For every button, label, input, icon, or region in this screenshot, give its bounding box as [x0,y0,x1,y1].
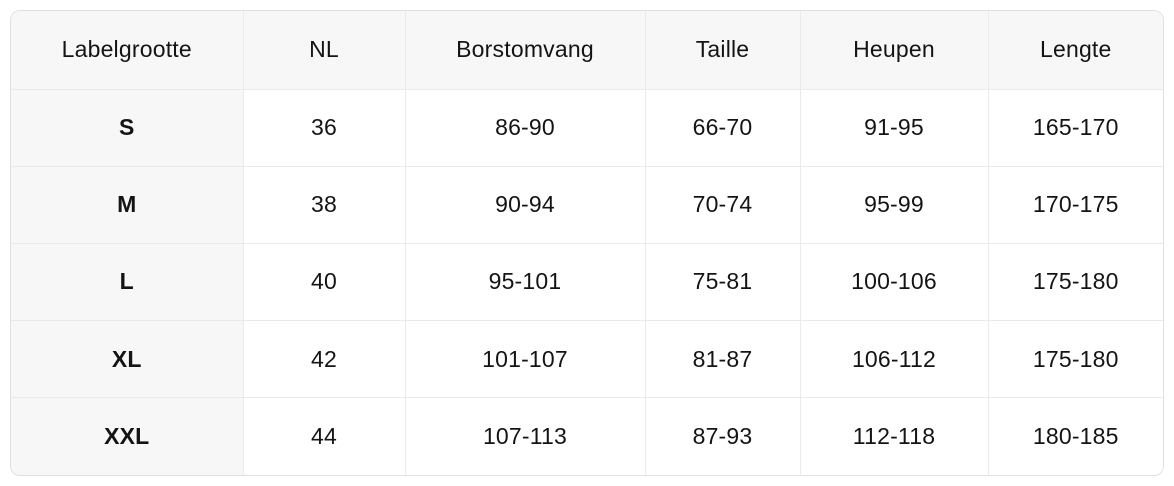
table-cell: 180-185 [988,397,1163,475]
table-cell: 87-93 [645,397,801,475]
table-cell: 86-90 [405,89,646,167]
table-cell: 107-113 [405,397,646,475]
table-cell: 106-112 [800,320,989,399]
column-header-lengte: Lengte [988,11,1163,90]
table-cell: 101-107 [405,320,646,399]
table-cell: 100-106 [800,243,989,322]
table-cell: 75-81 [645,243,801,322]
table-cell: 38 [243,166,406,244]
size-chart-table: Labelgrootte NL Borstomvang Taille Heupe… [11,11,1163,475]
table-cell: 42 [243,320,406,399]
table-cell: 170-175 [988,166,1163,244]
table-cell: 36 [243,89,406,167]
header-row: Labelgrootte NL Borstomvang Taille Heupe… [11,11,1163,90]
table-cell: 95-99 [800,166,989,244]
table-cell: 81-87 [645,320,801,399]
table-cell: 40 [243,243,406,322]
column-header-heupen: Heupen [800,11,989,90]
table-cell: 44 [243,397,406,475]
size-label-cell: XL [11,320,244,399]
size-label-cell: S [11,89,244,167]
size-label-cell: XXL [11,397,244,475]
column-header-nl: NL [243,11,406,90]
column-header-labelgrootte: Labelgrootte [11,11,244,90]
table-cell: 66-70 [645,89,801,167]
column-header-borstomvang: Borstomvang [405,11,646,90]
size-label-cell: L [11,243,244,322]
column-header-taille: Taille [645,11,801,90]
table-row-l: L 40 95-101 75-81 100-106 175-180 [11,243,1163,322]
table-cell: 90-94 [405,166,646,244]
table-cell: 70-74 [645,166,801,244]
table-row-xxl: XXL 44 107-113 87-93 112-118 180-185 [11,397,1163,475]
size-chart-container: Labelgrootte NL Borstomvang Taille Heupe… [10,10,1164,476]
table-cell: 175-180 [988,320,1163,399]
table-cell: 175-180 [988,243,1163,322]
size-label-cell: M [11,166,244,244]
table-cell: 165-170 [988,89,1163,167]
table-cell: 95-101 [405,243,646,322]
table-row-s: S 36 86-90 66-70 91-95 165-170 [11,89,1163,167]
table-cell: 112-118 [800,397,989,475]
table-cell: 91-95 [800,89,989,167]
table-row-xl: XL 42 101-107 81-87 106-112 175-180 [11,320,1163,399]
table-row-m: M 38 90-94 70-74 95-99 170-175 [11,166,1163,244]
